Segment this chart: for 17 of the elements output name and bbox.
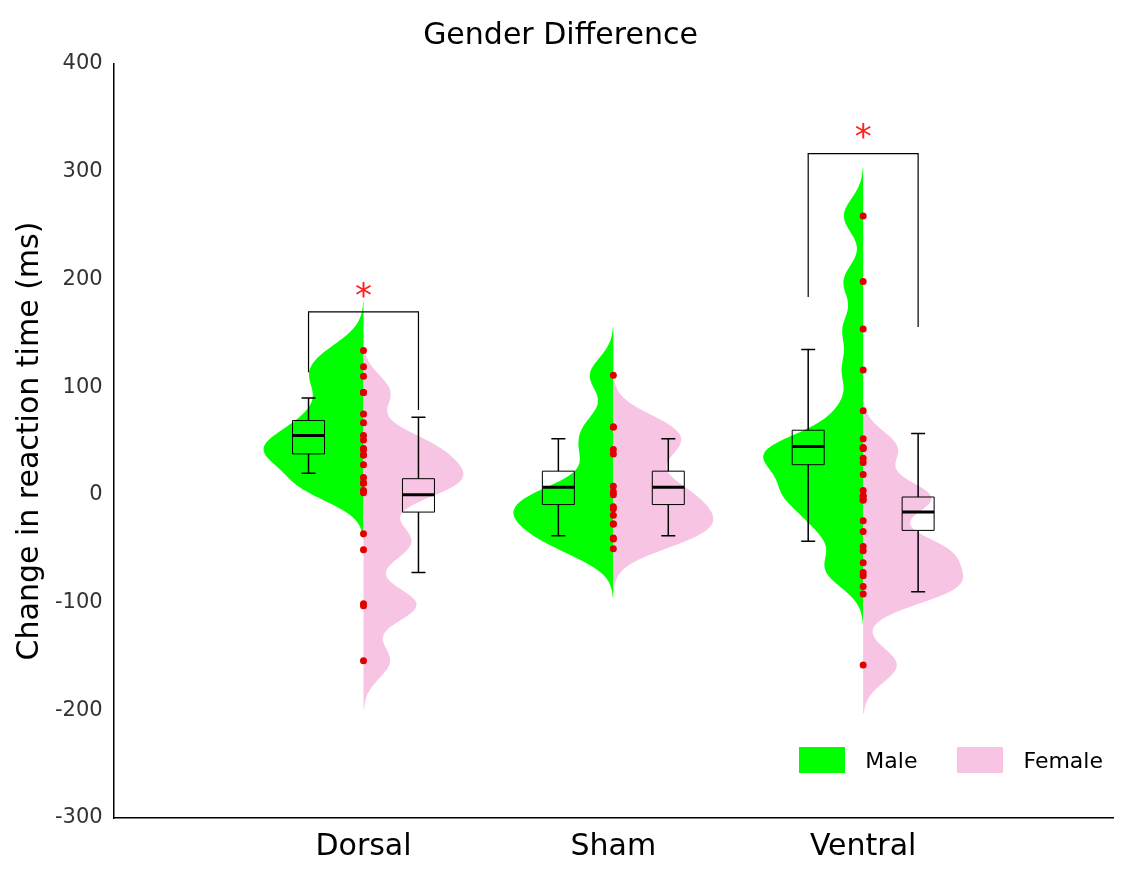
x-tick-label: Ventral	[809, 826, 917, 862]
text: Female	[1023, 747, 1103, 773]
y-tick-label: 300	[62, 158, 103, 183]
y-tick-label: 400	[62, 50, 103, 75]
y-axis-title: Change in reaction time (ms)	[9, 221, 45, 661]
text: Male	[865, 747, 918, 773]
chart-title: Gender Difference	[423, 15, 698, 51]
annotation: *	[355, 274, 372, 315]
y-tick-label: -100	[54, 589, 103, 614]
x-tick-label: Dorsal	[315, 826, 412, 862]
x-tick-label: Sham	[570, 826, 657, 862]
y-tick-label: 200	[62, 265, 103, 290]
y-tick-label: 0	[89, 481, 103, 506]
y-tick-label: 100	[62, 373, 103, 398]
annotation: *	[854, 116, 872, 157]
y-tick-label: -300	[54, 804, 103, 829]
y-tick-label: -200	[54, 696, 103, 721]
